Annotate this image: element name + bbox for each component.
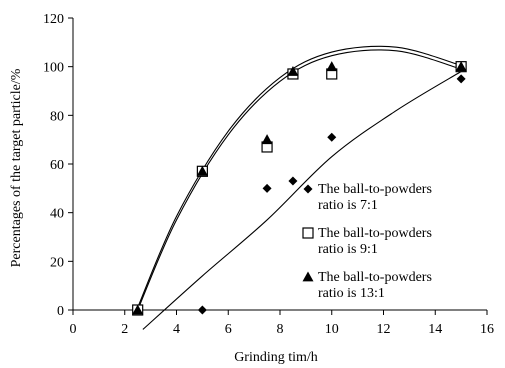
- y-tick-label: 120: [43, 12, 64, 27]
- x-tick-label: 4: [173, 322, 180, 337]
- y-axis-label: Percentages of the target particle/%: [9, 68, 24, 267]
- legend-marker-series-3: [302, 271, 314, 282]
- data-point-series-1: [197, 305, 207, 315]
- trend-line-series-3: [137, 45, 462, 308]
- legend-label-series-2: ratio is 9:1: [318, 242, 378, 257]
- y-tick-label: 20: [50, 255, 64, 270]
- data-points: [132, 61, 467, 316]
- y-tick-label: 0: [57, 304, 64, 319]
- data-point-series-3: [287, 66, 299, 76]
- x-tick-label: 2: [121, 322, 128, 337]
- x-tick-label: 10: [325, 322, 339, 337]
- x-tick-label: 12: [377, 322, 391, 337]
- legend-label-series-2: The ball-to-powders: [318, 226, 432, 241]
- data-point-series-1: [288, 176, 298, 186]
- x-tick-label: 16: [480, 322, 494, 337]
- axes: 0 20 40 60 80 100 120 0 2 4 6 8 10 12 14 16: [43, 12, 494, 337]
- legend-marker-series-1: [303, 184, 313, 194]
- data-point-series-1: [327, 132, 337, 142]
- x-tick-label: 6: [225, 322, 232, 337]
- trend-line-series-1: [142, 71, 462, 330]
- legend-marker-series-2: [302, 227, 314, 239]
- y-tick-label: 40: [50, 207, 64, 222]
- y-tick-label: 80: [50, 109, 64, 124]
- legend-label-series-3: The ball-to-powders: [318, 270, 432, 285]
- x-tick-label: 0: [70, 322, 77, 337]
- data-point-series-3: [261, 134, 273, 145]
- data-point-series-3: [326, 61, 338, 72]
- trend-lines: [137, 45, 462, 330]
- data-point-series-1: [456, 74, 466, 84]
- trend-line-series-2: [137, 49, 462, 311]
- x-tick-label: 8: [277, 322, 284, 337]
- data-point-series-3: [132, 304, 144, 315]
- data-point-series-3: [196, 165, 208, 176]
- legend-label-series-3: ratio is 13:1: [318, 286, 385, 301]
- legend-label-series-1: ratio is 7:1: [318, 198, 378, 213]
- legend-label-series-1: The ball-to-powders: [318, 182, 432, 197]
- y-tick-label: 100: [43, 61, 64, 76]
- x-tick-label: 14: [428, 322, 442, 337]
- data-point-series-3: [455, 61, 467, 72]
- y-tick-label: 60: [50, 158, 64, 173]
- data-point-series-1: [262, 183, 272, 193]
- x-axis-label: Grinding tim/h: [234, 350, 318, 365]
